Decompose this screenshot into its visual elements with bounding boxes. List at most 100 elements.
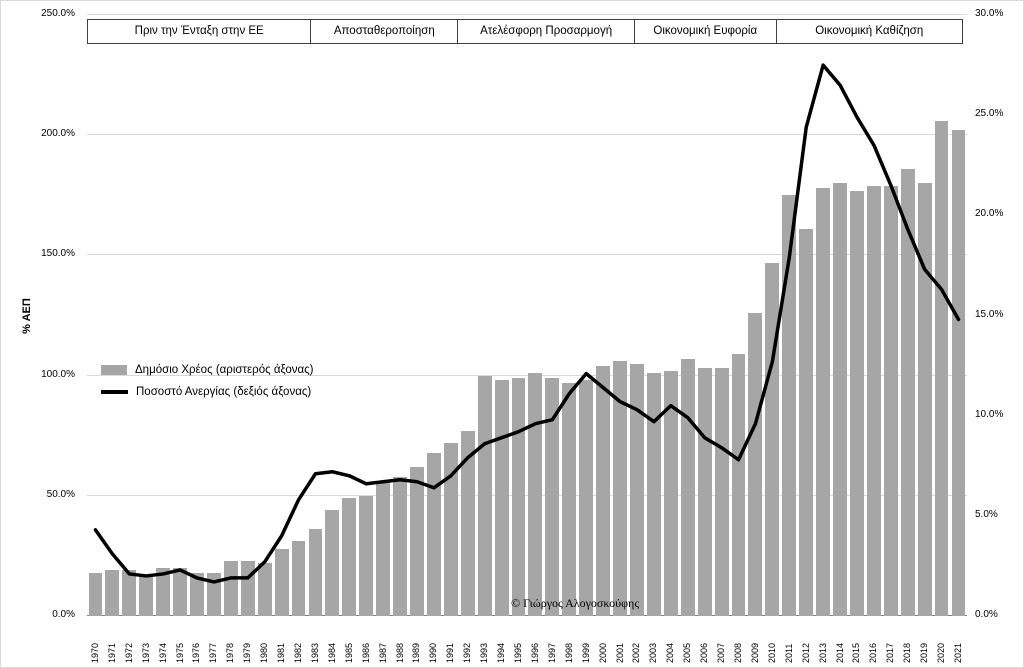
- line-series: [87, 15, 967, 616]
- bar: [443, 442, 458, 616]
- bar-slot: [645, 15, 662, 616]
- x-axis-tick-label: 1972: [123, 642, 134, 663]
- bar: [376, 481, 391, 616]
- bar-slot: [205, 15, 222, 616]
- x-axis-tick-label: 2003: [648, 642, 659, 663]
- x-axis-label-slot: 1984: [324, 619, 341, 663]
- x-axis-label-slot: 1985: [341, 619, 358, 663]
- x-axis-label-slot: 2015: [848, 619, 865, 663]
- bar: [122, 570, 137, 616]
- x-axis-tick-label: 1982: [293, 642, 304, 663]
- bar-slot: [527, 15, 544, 616]
- x-axis-label-slot: 2010: [764, 619, 781, 663]
- x-axis-tick-label: 2005: [682, 642, 693, 663]
- bar: [579, 380, 594, 616]
- x-axis-label-slot: 1995: [510, 619, 527, 663]
- x-axis-label-slot: 1996: [527, 619, 544, 663]
- x-axis-tick-label: 1981: [276, 642, 287, 663]
- bar-slot: [561, 15, 578, 616]
- bar-slot: [798, 15, 815, 616]
- bar-slot: [848, 15, 865, 616]
- x-axis-label-slot: 1972: [121, 619, 138, 663]
- bar: [139, 575, 154, 616]
- x-axis-label-slot: 1982: [290, 619, 307, 663]
- x-axis-tick-label: 2010: [766, 642, 777, 663]
- x-axis-label-slot: 1990: [425, 619, 442, 663]
- x-axis-tick-label: 1970: [89, 642, 100, 663]
- bar-slot: [172, 15, 189, 616]
- gridline: [87, 494, 967, 496]
- x-axis-label-slot: 1989: [409, 619, 426, 663]
- x-axis-label-slot: 2000: [595, 619, 612, 663]
- x-axis-label-slot: 2017: [882, 619, 899, 663]
- x-axis-label-slot: 2013: [815, 619, 832, 663]
- bar: [308, 529, 323, 616]
- x-axis-label-slot: 1975: [172, 619, 189, 663]
- bar-slot: [121, 15, 138, 616]
- x-axis-tick-label: 1984: [326, 642, 337, 663]
- bar-slot: [358, 15, 375, 616]
- bar: [613, 361, 627, 616]
- bar: [646, 373, 661, 616]
- right-axis-tick-label: 30.0%: [975, 8, 1004, 19]
- x-axis-label-slot: 2016: [865, 619, 882, 663]
- bar: [291, 541, 306, 616]
- x-axis-tick-label: 2017: [885, 642, 896, 663]
- left-axis-ticks: 0.0% 50.0% 100.0% 150.0% 200.0% 250.0%: [1, 9, 81, 620]
- bar: [900, 168, 915, 616]
- bar-slot: [409, 15, 426, 616]
- legend: Δημόσιο Χρέος (αριστερός άξονας) Ποσοστό…: [101, 364, 314, 398]
- bar-slot: [916, 15, 933, 616]
- bar-slot: [189, 15, 206, 616]
- bar: [190, 572, 204, 616]
- bar-slot: [933, 15, 950, 616]
- x-axis-tick-label: 1971: [106, 642, 117, 663]
- x-axis-label-slot: 1987: [375, 619, 392, 663]
- x-axis-label-slot: 1976: [189, 619, 206, 663]
- x-axis-label-slot: 1993: [476, 619, 493, 663]
- x-axis-label-slot: 1978: [222, 619, 239, 663]
- bar-slot: [290, 15, 307, 616]
- bar-slot: [730, 15, 747, 616]
- x-axis-label-slot: 1992: [459, 619, 476, 663]
- x-axis-line: [87, 615, 967, 616]
- period-band: Οικονομική Ευφορία: [633, 19, 777, 44]
- bar-slot: [882, 15, 899, 616]
- x-axis-label-slot: 2018: [899, 619, 916, 663]
- x-axis-label-slot: 1991: [442, 619, 459, 663]
- bar: [477, 375, 492, 616]
- period-band: Ατελέσφορη Προσαρμογή: [457, 19, 635, 44]
- x-axis-tick-label: 2000: [597, 642, 608, 663]
- x-axis-tick-label: 1995: [513, 642, 523, 663]
- bar: [257, 563, 272, 616]
- bar: [866, 185, 881, 616]
- x-axis-tick-label: 2007: [716, 642, 727, 663]
- period-bands: Πριν την Ένταξη στην ΕΕ Αποσταθεροποίηση Α…: [87, 19, 967, 44]
- x-axis-tick-label: 1976: [191, 642, 202, 663]
- x-axis-tick-label: 1997: [546, 642, 557, 663]
- gridline: [87, 374, 967, 376]
- left-axis-tick-label: 50.0%: [46, 488, 75, 500]
- x-axis-label-slot: 1971: [104, 619, 121, 663]
- bar-slot: [273, 15, 290, 616]
- x-axis-label-slot: 2020: [933, 619, 950, 663]
- x-axis-tick-label: 1998: [563, 642, 574, 663]
- x-axis-label-slot: 2009: [747, 619, 764, 663]
- x-axis-tick-label: 1985: [343, 642, 354, 663]
- x-axis-label-slot: 1999: [578, 619, 595, 663]
- bar-slot: [781, 15, 798, 616]
- x-axis-tick-label: 1977: [208, 642, 219, 663]
- x-axis-tick-label: 1978: [225, 642, 236, 663]
- x-axis-tick-label: 2011: [783, 643, 794, 663]
- x-axis-tick-label: 1988: [394, 642, 405, 663]
- bar: [460, 430, 475, 616]
- gridline: [87, 14, 967, 15]
- x-axis-label-slot: 2001: [612, 619, 629, 663]
- bar: [951, 130, 966, 616]
- bar-series: [87, 15, 967, 616]
- bar: [782, 195, 797, 616]
- x-axis-label-slot: 2008: [730, 619, 747, 663]
- left-axis-tick-label: 0.0%: [52, 609, 75, 620]
- bar: [562, 382, 577, 616]
